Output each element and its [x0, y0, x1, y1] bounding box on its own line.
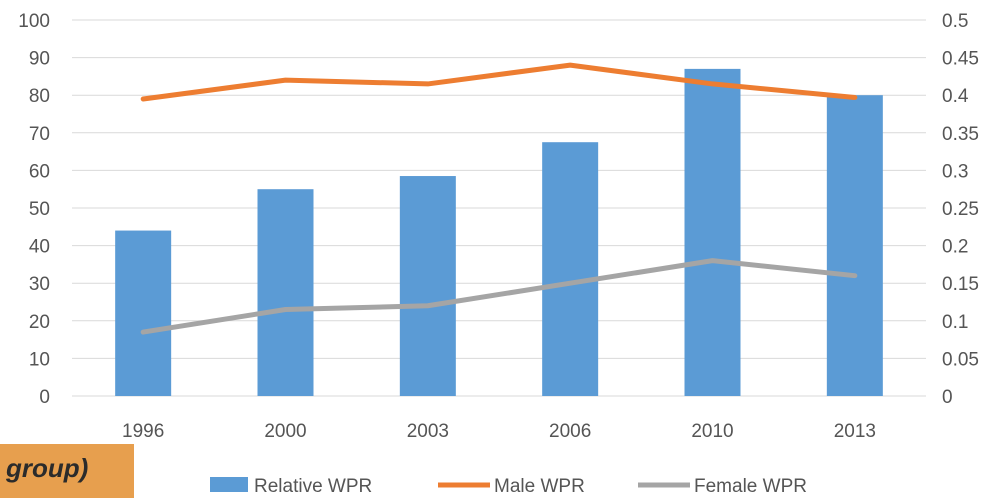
legend-label: Female WPR — [694, 476, 807, 497]
series-lines — [140, 62, 858, 335]
left-tick-label: 20 — [29, 312, 50, 333]
right-tick-label: 0.2 — [942, 237, 968, 258]
right-tick-label: 0.15 — [942, 274, 979, 295]
x-tick-label: 2006 — [549, 421, 591, 442]
left-tick-label: 40 — [29, 237, 50, 258]
bar — [826, 95, 883, 396]
bars — [115, 68, 883, 396]
left-tick-label: 60 — [29, 161, 50, 182]
series-line-male-wpr — [140, 62, 858, 102]
x-tick-label: 2010 — [691, 421, 733, 442]
left-tick-label: 0 — [39, 387, 50, 408]
left-tick-label: 80 — [29, 86, 50, 107]
section-badge: group) — [0, 444, 134, 498]
right-tick-label: 0.35 — [942, 124, 979, 145]
left-axis: 0 10 20 30 40 50 60 70 80 90 100 — [18, 11, 50, 408]
right-tick-label: 0.3 — [942, 161, 968, 182]
right-axis: 0 0.05 0.1 0.15 0.2 0.25 0.3 0.35 0.4 0.45 0.5 — [942, 11, 979, 408]
x-tick-label: 1996 — [122, 421, 164, 442]
bar — [257, 189, 314, 396]
right-tick-label: 0.25 — [942, 199, 979, 220]
legend-label: Relative WPR — [254, 476, 372, 497]
x-axis: 1996 2000 2003 2006 2010 2013 — [122, 421, 876, 442]
right-tick-label: 0.05 — [942, 349, 979, 370]
bar — [684, 68, 741, 396]
right-tick-label: 0.5 — [942, 11, 968, 32]
left-tick-label: 10 — [29, 349, 50, 370]
bar — [399, 176, 456, 396]
x-tick-label: 2000 — [264, 421, 306, 442]
right-tick-label: 0.1 — [942, 312, 968, 333]
legend-swatch — [210, 477, 248, 492]
badge-text: group) — [6, 453, 89, 483]
x-tick-label: 2003 — [407, 421, 449, 442]
bar — [542, 142, 599, 396]
left-tick-label: 70 — [29, 124, 50, 145]
legend: Relative WPR Male WPR Female WPR — [210, 476, 807, 497]
left-tick-label: 90 — [29, 49, 50, 70]
left-tick-label: 50 — [29, 199, 50, 220]
left-tick-label: 100 — [18, 11, 50, 32]
legend-label: Male WPR — [494, 476, 585, 497]
series-line-female-wpr — [140, 258, 858, 335]
left-tick-label: 30 — [29, 274, 50, 295]
x-tick-label: 2013 — [834, 421, 876, 442]
right-tick-label: 0 — [942, 387, 953, 408]
right-tick-label: 0.45 — [942, 49, 979, 70]
bar — [115, 230, 172, 396]
right-tick-label: 0.4 — [942, 86, 969, 107]
